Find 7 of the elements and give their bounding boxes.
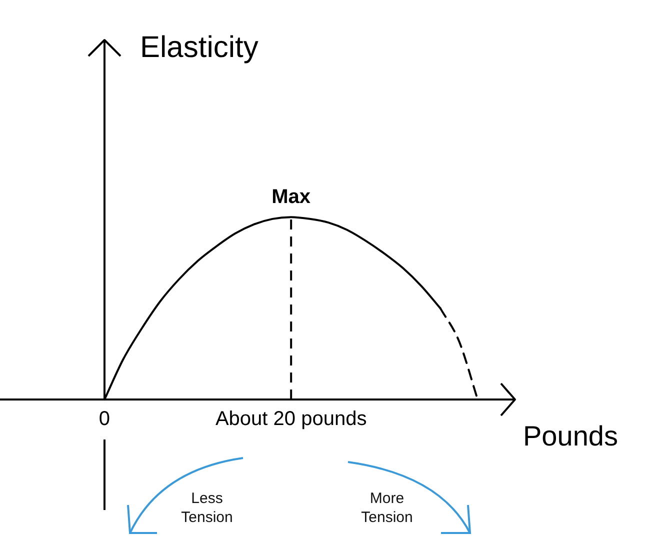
- x-tick-label: 0: [98, 408, 110, 430]
- x-axis-title: Pounds: [523, 420, 618, 452]
- x-tick-label: About 20 pounds: [215, 408, 367, 430]
- text: Elasticity: [140, 30, 260, 66]
- annotation: Max: [272, 186, 311, 208]
- text: Less Tension: [180, 489, 234, 527]
- text: More Tension: [360, 489, 414, 527]
